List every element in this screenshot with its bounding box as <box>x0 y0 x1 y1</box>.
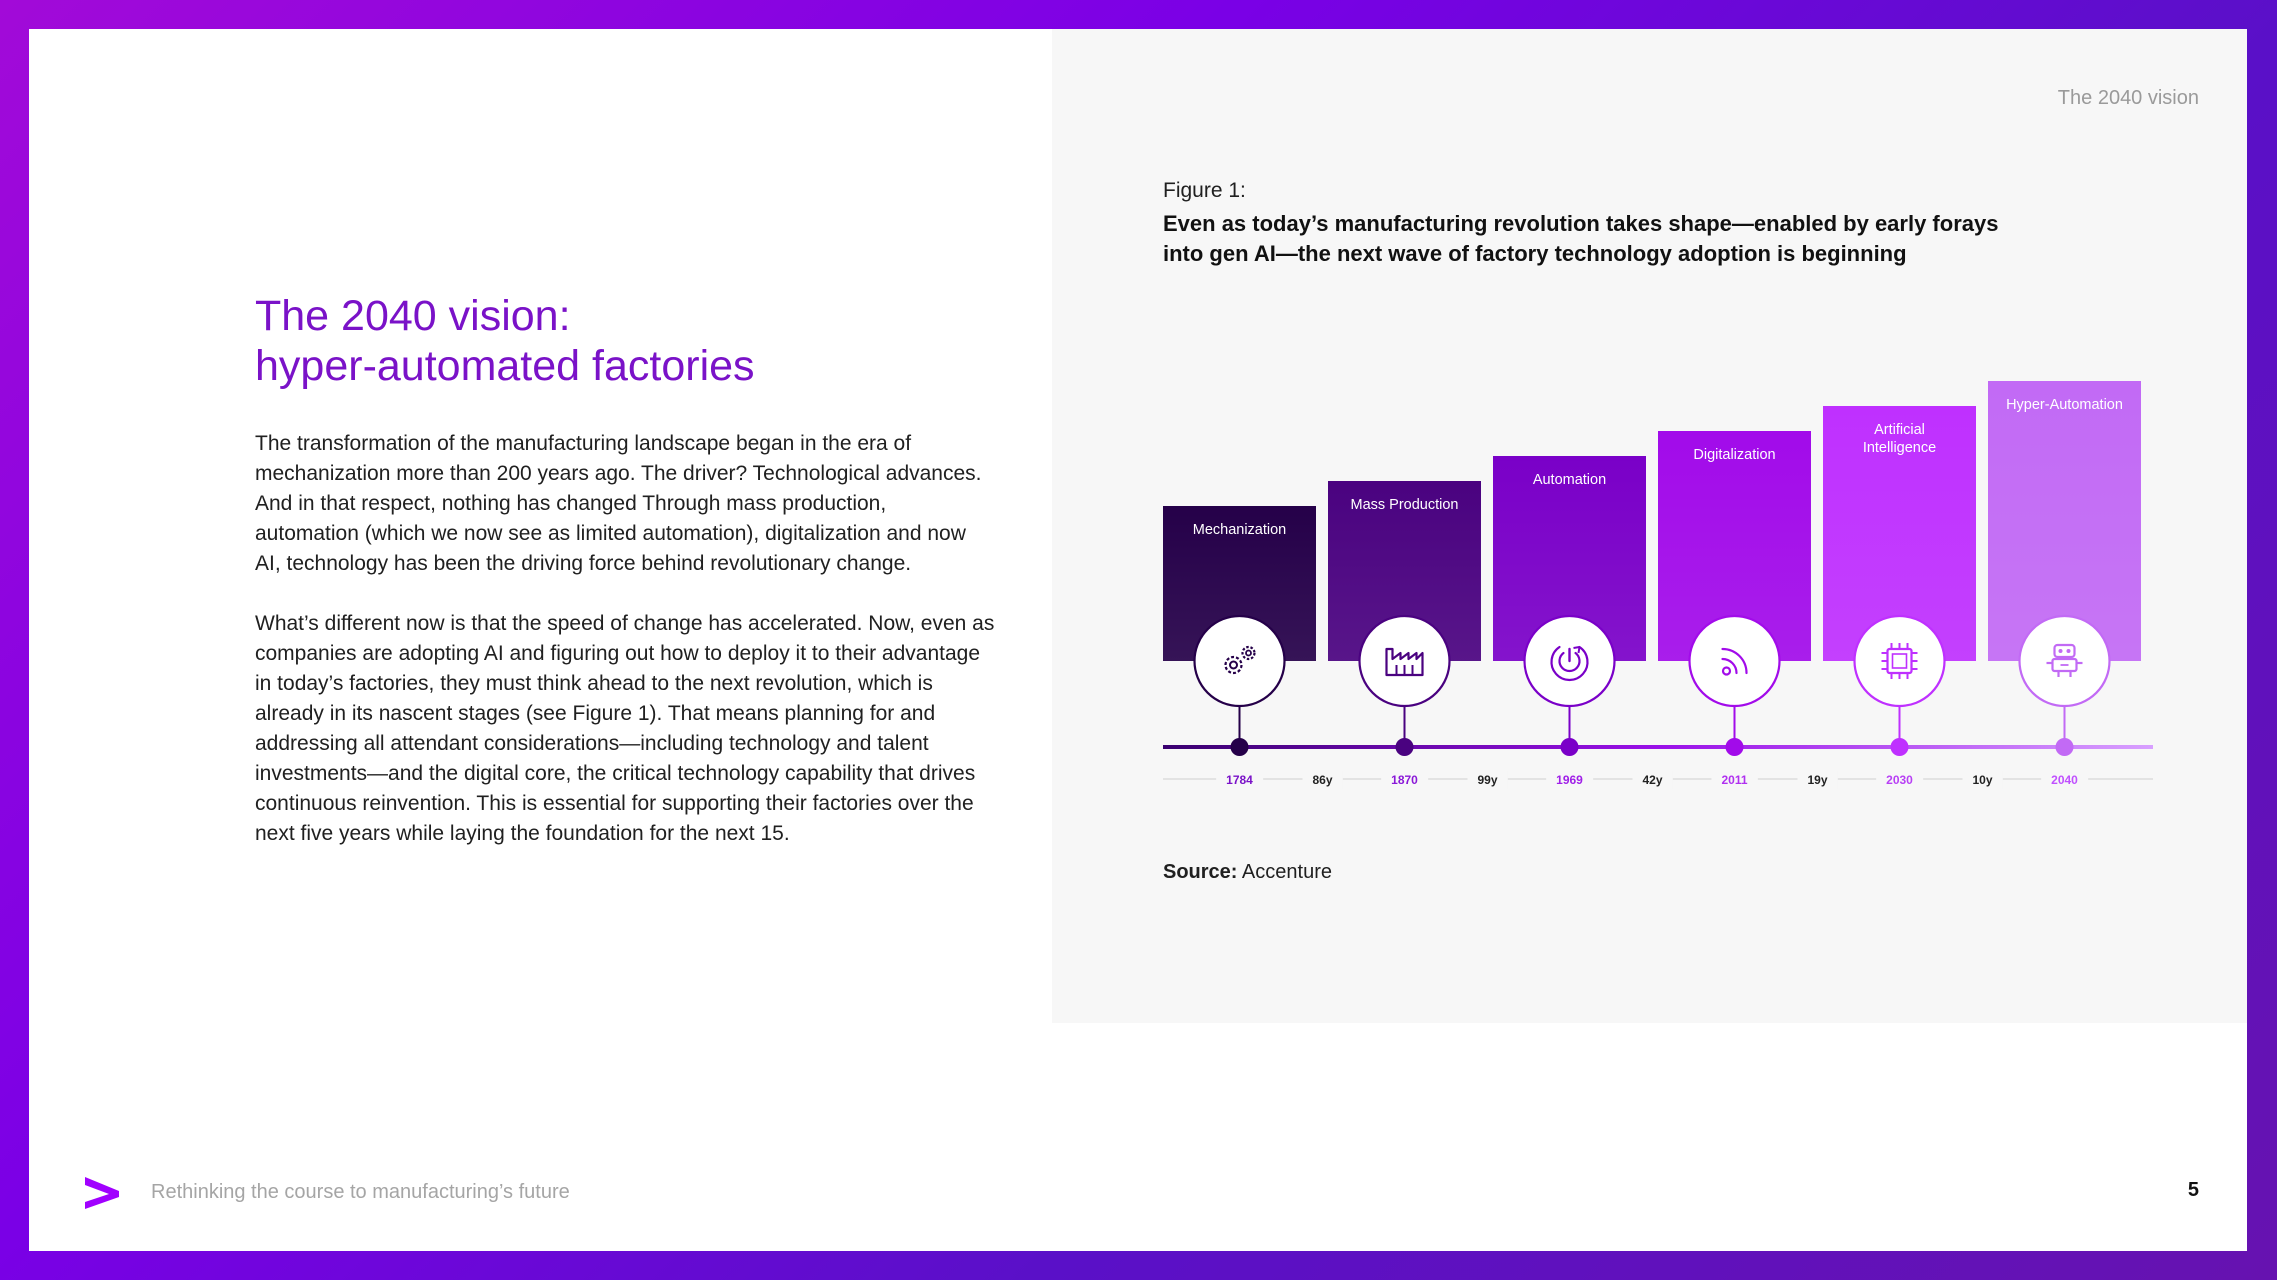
timeline-base-line <box>1163 745 2153 749</box>
page-title-line2: hyper-automated factories <box>255 342 755 390</box>
label-bg <box>1546 771 1594 789</box>
figure-label: Figure 1: <box>1163 179 1246 202</box>
bar-label-2: Automation <box>1533 472 1606 488</box>
bar-label-0: Mechanization <box>1193 522 1287 538</box>
label-bg <box>1876 771 1924 789</box>
power-cycle-icon <box>1550 645 1589 682</box>
gears-icon <box>1224 645 1256 675</box>
ai-chip-icon <box>1881 643 1918 679</box>
robot-icon <box>2046 643 2083 677</box>
year-label-3: 2011 <box>1721 773 1747 787</box>
year-label-5: 2040 <box>2051 773 2078 787</box>
year-label-2: 1969 <box>1556 773 1583 787</box>
year-label-0: 1784 <box>1226 773 1253 787</box>
gap-label-0: 86y <box>1312 773 1332 787</box>
label-bg <box>1632 771 1673 789</box>
year-label-4: 2030 <box>1886 773 1913 787</box>
timeline-dot-1 <box>1395 738 1414 756</box>
label-bg <box>1711 771 1758 789</box>
icon-circle-3 <box>1688 614 1781 708</box>
running-head: The 2040 vision <box>2057 87 2199 109</box>
timeline-dot-0 <box>1230 738 1249 756</box>
figure-title: Even as today’s manufacturing revolution… <box>1163 211 1999 266</box>
icon-circle-1 <box>1358 614 1451 708</box>
page-number: 5 <box>2187 1179 2199 1201</box>
bar-label-4-1: Intelligence <box>1863 440 1936 456</box>
timeline-chart-svg: Mechanization 1784 86y Mass Production 1870 9… <box>1163 381 2153 789</box>
icon-circle-5 <box>2018 614 2111 708</box>
label-bg <box>1216 771 1264 789</box>
bar-label-1: Mass Production <box>1351 497 1459 513</box>
source-value: Accenture <box>1241 861 1332 883</box>
page: The 2040 vision The 2040 vision: hyper-a… <box>29 29 2247 1251</box>
accenture-logo-icon <box>85 1177 119 1209</box>
gap-label-4: 10y <box>1972 773 1992 787</box>
gap-label-3: 19y <box>1807 773 1827 787</box>
label-bg <box>2041 771 2089 789</box>
body-text: The transformation of the manufacturing … <box>255 429 995 879</box>
icon-circle-4 <box>1853 614 1946 708</box>
factory-icon <box>1385 647 1424 677</box>
paragraph-2: What’s different now is that the speed o… <box>255 612 995 845</box>
signal-icon <box>1721 647 1748 676</box>
label-bg <box>1467 771 1508 789</box>
timeline-dot-2 <box>1560 738 1579 756</box>
page-title: The 2040 vision: hyper-automated factori… <box>255 291 995 391</box>
timeline-dot-5 <box>2055 738 2074 756</box>
bar-5 <box>1988 381 2141 661</box>
bar-label-5: Hyper-Automation <box>2006 397 2123 413</box>
bar-label-4-0: Artificial <box>1874 422 1925 438</box>
page-title-line1: The 2040 vision: <box>255 292 571 340</box>
label-bg <box>1962 771 2003 789</box>
timeline-dot-4 <box>1890 738 1909 756</box>
bar-label-3: Digitalization <box>1693 447 1775 463</box>
figure-source: Source: Accenture <box>1163 861 1332 884</box>
footer-title: Rethinking the course to manufacturing’s… <box>151 1181 570 1203</box>
year-label-1: 1870 <box>1391 773 1418 787</box>
paragraph-1: The transformation of the manufacturing … <box>255 432 982 575</box>
gap-label-1: 99y <box>1477 773 1497 787</box>
gap-label-2: 42y <box>1642 773 1662 787</box>
label-bg <box>1381 771 1429 789</box>
timeline-dot-3 <box>1725 738 1744 756</box>
label-bg <box>1302 771 1343 789</box>
source-label: Source: <box>1163 861 1238 883</box>
timeline-chart: Mechanization 1784 86y Mass Production 1870 9… <box>1163 349 2153 799</box>
label-bg <box>1797 771 1838 789</box>
